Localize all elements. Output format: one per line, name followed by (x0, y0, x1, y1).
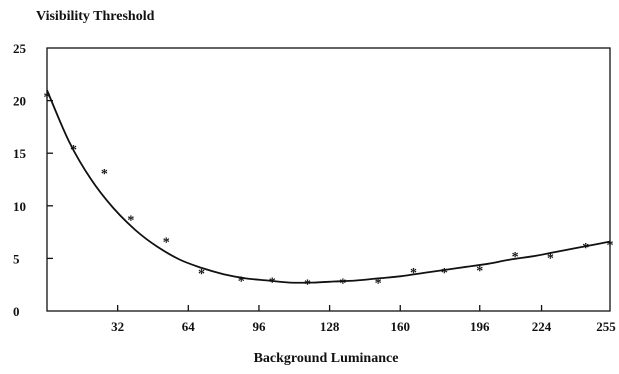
x-tick-label: 224 (532, 319, 552, 334)
data-point: * (101, 167, 108, 182)
x-tick-label: 160 (391, 319, 411, 334)
y-tick-label: 20 (13, 94, 26, 109)
plot-frame (46, 47, 611, 312)
y-axis: 0 5 10 15 20 25 (13, 41, 53, 319)
data-point: * (410, 266, 417, 281)
data-point: * (127, 213, 134, 228)
fitted-curve-layer (46, 89, 611, 284)
chart-title: Visibility Threshold (36, 9, 155, 24)
data-point: * (375, 277, 382, 292)
data-point: * (238, 274, 245, 289)
data-point: * (163, 236, 170, 251)
x-tick-label: 128 (320, 319, 340, 334)
data-point: * (441, 266, 448, 281)
x-tick-label: 96 (252, 319, 266, 334)
x-tick-label: 255 (596, 319, 616, 334)
fitted-curve (46, 89, 611, 284)
x-tick-label: 64 (182, 319, 196, 334)
data-points-layer: * * * * * * * * * * * * * * * * * * (44, 90, 614, 292)
data-point: * (607, 239, 614, 254)
data-point: * (512, 250, 519, 265)
x-axis-label: Background Luminance (254, 351, 399, 366)
y-tick-label: 0 (13, 304, 20, 319)
plot-border (46, 47, 611, 312)
data-point: * (269, 275, 276, 290)
x-tick-label: 196 (470, 319, 490, 334)
data-point: * (339, 277, 346, 292)
data-point: * (582, 241, 589, 256)
y-tick-label: 10 (13, 199, 26, 214)
data-point: * (70, 143, 77, 158)
x-axis: 32 64 96 128 160 196 224 255 (111, 305, 616, 334)
data-point: * (198, 267, 205, 282)
y-tick-label: 15 (13, 146, 27, 161)
x-tick-label: 32 (111, 319, 124, 334)
y-tick-label: 25 (13, 41, 27, 56)
data-point: * (304, 278, 311, 293)
y-tick-label: 5 (13, 251, 20, 266)
data-point: * (44, 90, 51, 105)
data-point: * (476, 264, 483, 279)
data-point: * (547, 251, 554, 266)
